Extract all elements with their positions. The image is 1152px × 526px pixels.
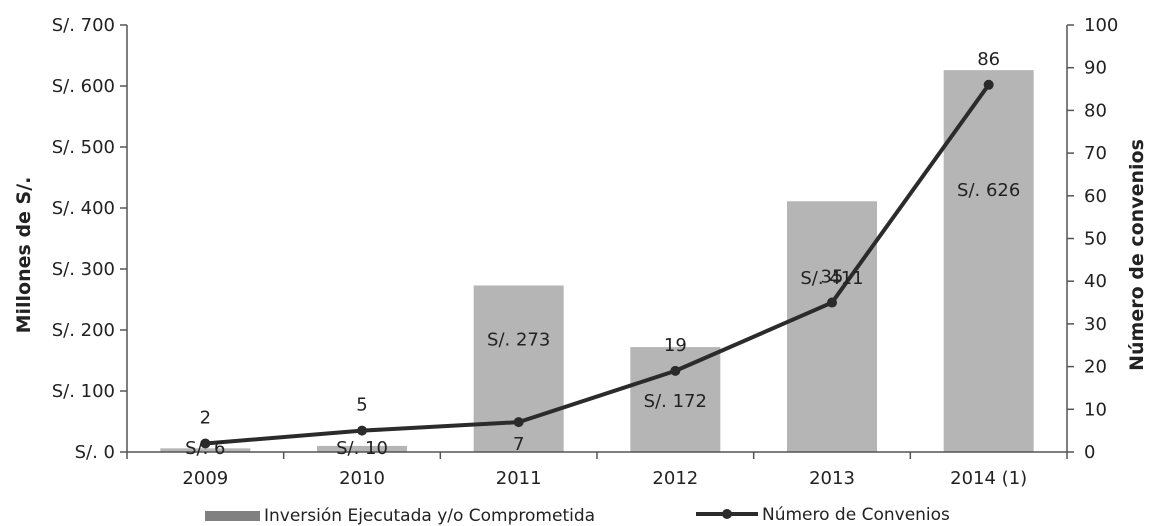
x-tick-label: 2013 xyxy=(809,468,855,489)
convenios-value-label: 7 xyxy=(513,434,524,455)
legend-line-marker xyxy=(722,509,732,519)
convenios-value-label: 35 xyxy=(821,267,844,288)
legend-bar-swatch xyxy=(205,511,260,521)
y-tick-right-label: 40 xyxy=(1084,271,1107,292)
convenios-point-2013 xyxy=(827,297,837,308)
x-tick-label: 2014 (1) xyxy=(950,468,1027,489)
legend-line-label: Número de Convenios xyxy=(762,505,950,525)
y-tick-left-label: S/. 300 xyxy=(52,259,115,280)
convenios-point-2014 xyxy=(983,79,994,90)
x-tick-label: 2011 xyxy=(496,468,542,489)
convenios-value-label: 5 xyxy=(356,395,367,416)
y-axis-title-left: Millones de S/. xyxy=(13,177,35,334)
y-tick-right-label: 80 xyxy=(1084,100,1107,121)
convenios-value-label: 2 xyxy=(200,407,211,428)
y-tick-right-label: 10 xyxy=(1084,399,1107,420)
x-tick-label: 2012 xyxy=(652,468,698,489)
convenios-point-2012 xyxy=(670,365,681,376)
bar-value-label: S/. 626 xyxy=(957,180,1020,201)
y-tick-right-label: 20 xyxy=(1084,357,1107,378)
convenios-point-2011 xyxy=(513,417,524,428)
line-series xyxy=(200,79,994,449)
y-tick-right-label: 70 xyxy=(1084,143,1107,164)
bar-value-label: S/. 273 xyxy=(487,329,550,350)
convenios-value-label: 19 xyxy=(664,335,687,356)
y-tick-left-label: S/. 400 xyxy=(52,198,115,219)
bar-value-label: S/. 6 xyxy=(185,438,225,459)
y-tick-right-label: 100 xyxy=(1084,15,1118,36)
bar-value-label: S/. 172 xyxy=(644,391,707,412)
y-tick-left-label: S/. 100 xyxy=(52,381,115,402)
y-tick-left-label: S/. 600 xyxy=(52,76,115,97)
bar-value-label: S/. 411 xyxy=(800,268,863,289)
legend-bar-label: Inversión Ejecutada y/o Comprometida xyxy=(264,506,595,526)
y-tick-right-label: 30 xyxy=(1084,314,1107,335)
convenios-value-label: 86 xyxy=(977,49,1000,70)
y-tick-left-label: S/. 700 xyxy=(52,15,115,36)
y-tick-right-label: 60 xyxy=(1084,186,1107,207)
bars xyxy=(160,70,1034,452)
y-tick-left-label: S/. 500 xyxy=(52,137,115,158)
bar-2010 xyxy=(317,445,407,452)
convenios-line xyxy=(205,83,991,446)
y-tick-right-label: 0 xyxy=(1084,442,1095,463)
x-tick-label: 2009 xyxy=(182,468,228,489)
bar-2014 xyxy=(943,70,1034,452)
y-axis-title-right: Número de convenios xyxy=(1126,139,1148,371)
x-tick-label: 2010 xyxy=(339,468,385,489)
convenios-point-2010 xyxy=(357,425,367,436)
bar-2009 xyxy=(160,448,251,452)
bar-2012 xyxy=(630,347,721,452)
convenios-point-2009 xyxy=(200,438,211,449)
bar-2013 xyxy=(787,201,877,452)
y-tick-left-label: S/. 0 xyxy=(75,442,115,463)
legend: Inversión Ejecutada y/o Comprometida Núm… xyxy=(205,505,950,526)
bar-value-label: S/. 10 xyxy=(336,438,388,459)
y-tick-right-label: 50 xyxy=(1084,229,1107,250)
y-tick-right-label: 90 xyxy=(1084,58,1107,79)
data-labels: S/. 6 S/. 10 S/. 273 S/. 172 S/. 411 S/. 626 2… xyxy=(185,49,1020,459)
y-tick-left-label: S/. 200 xyxy=(52,320,115,341)
